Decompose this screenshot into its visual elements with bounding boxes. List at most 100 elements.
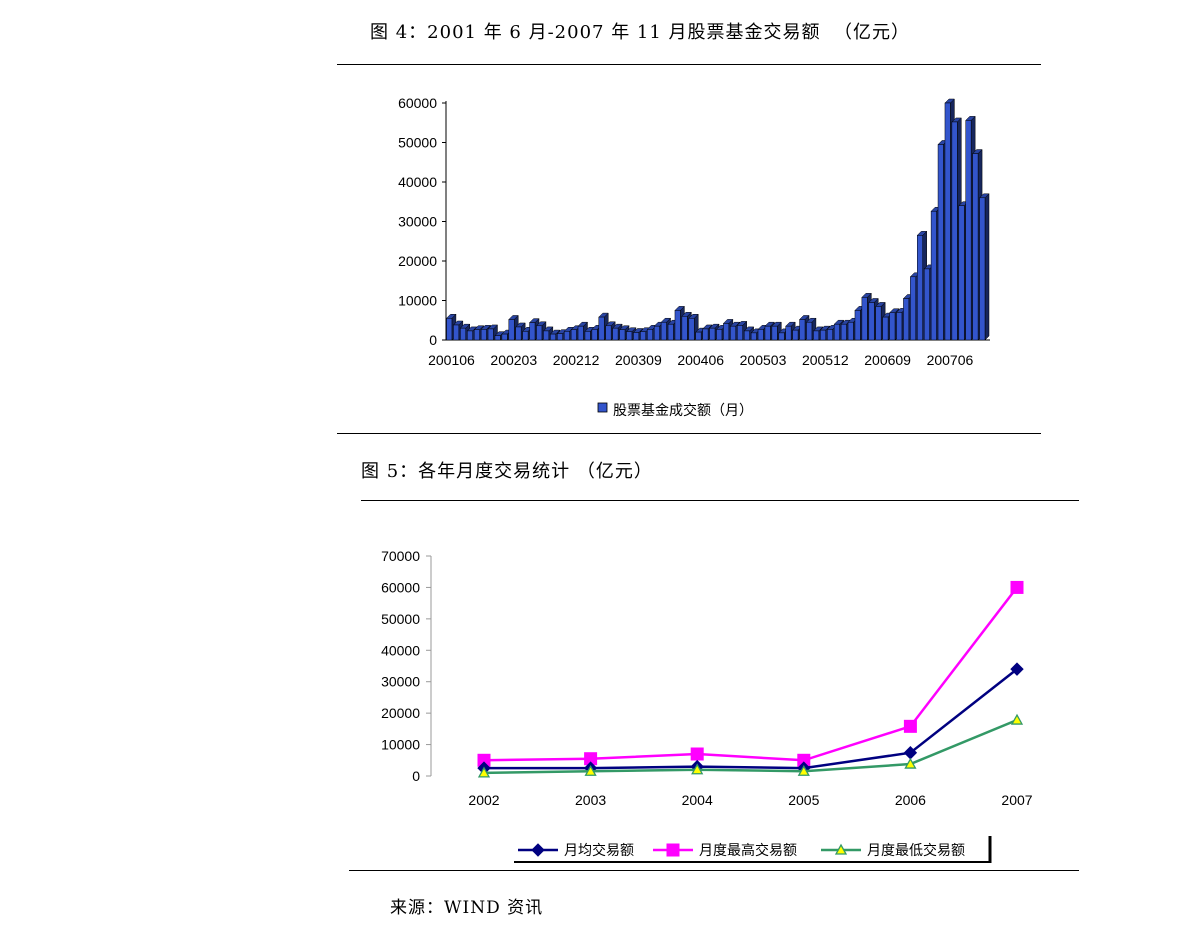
line-x-tick-label: 2004 xyxy=(682,792,713,808)
bar-y-tick-label: 30000 xyxy=(398,214,437,230)
bar xyxy=(813,330,820,341)
bar xyxy=(917,235,923,341)
bar xyxy=(764,325,771,341)
figure4-caption: 图 4：2001 年 6 月-2007 年 11 月股票基金交易额 （亿元） xyxy=(370,22,911,43)
diamond-marker xyxy=(1010,662,1024,676)
bar xyxy=(536,325,543,341)
figure5-bottom-rule xyxy=(349,870,1079,871)
bar xyxy=(494,335,501,341)
bar xyxy=(647,329,653,341)
bar xyxy=(979,197,986,341)
bar xyxy=(827,329,833,341)
bar xyxy=(833,323,840,341)
line-y-tick-label: 60000 xyxy=(381,579,420,595)
bar xyxy=(785,325,792,341)
bar-x-tick-label: 200503 xyxy=(740,352,787,368)
series-line xyxy=(483,586,1018,762)
triangle-marker xyxy=(477,766,491,778)
bar xyxy=(799,319,806,341)
bar xyxy=(937,144,944,341)
bar xyxy=(508,319,515,341)
figure5-line-chart: 0 10000 20000 30000 40000 50000 60000 70000 2002… xyxy=(381,548,1033,863)
figure5-top-rule xyxy=(361,500,1079,501)
line-x-tick-label: 2002 xyxy=(468,792,499,808)
triangle-marker xyxy=(904,757,917,769)
line-y-tick-label: 30000 xyxy=(381,674,420,690)
bar xyxy=(771,325,778,341)
diamond-marker xyxy=(531,843,545,857)
bar-y-tick-label: 20000 xyxy=(398,253,437,269)
line-y-tick-label: 20000 xyxy=(381,705,420,721)
bar xyxy=(702,328,709,341)
bar xyxy=(806,321,813,341)
figure4-top-rule xyxy=(337,64,1041,65)
bar xyxy=(619,329,626,341)
legend-label: 月度最高交易额 xyxy=(699,842,797,859)
bar xyxy=(653,325,660,341)
bar-x-tick-label: 200406 xyxy=(677,352,724,368)
triangle-marker xyxy=(584,764,597,776)
bar xyxy=(709,327,716,341)
bar xyxy=(840,323,847,341)
bar xyxy=(889,312,896,341)
bar xyxy=(792,329,799,341)
bar-side xyxy=(984,193,990,341)
line-x-tick-label: 2003 xyxy=(575,792,606,808)
bar xyxy=(453,324,460,341)
bar xyxy=(868,302,875,341)
bar-x-tick-label: 200609 xyxy=(864,352,911,368)
bar xyxy=(570,329,577,341)
legend-label: 月均交易额 xyxy=(564,842,634,859)
bar-x-tick-label: 200309 xyxy=(615,352,662,368)
bar xyxy=(688,318,695,341)
bar xyxy=(563,331,570,341)
square-marker xyxy=(690,747,704,761)
bar xyxy=(757,329,764,341)
bar xyxy=(847,321,854,341)
bar xyxy=(923,268,930,341)
bar-x-tick-label: 200203 xyxy=(490,352,537,368)
source-note: 来源：WIND 资讯 xyxy=(390,898,544,918)
bar xyxy=(605,325,612,341)
bar xyxy=(529,322,536,341)
line-x-tick-label: 2005 xyxy=(788,792,819,808)
bar xyxy=(944,102,951,341)
line-y-tick-label: 70000 xyxy=(381,548,420,564)
bar xyxy=(695,331,702,341)
bar-x-tick-label: 200512 xyxy=(802,352,849,368)
bar xyxy=(660,321,667,341)
bar xyxy=(543,330,550,341)
line-legend: 月均交易额 月度最高交易额 月度最低交易额 xyxy=(514,836,992,863)
bar xyxy=(875,306,882,341)
bar xyxy=(903,298,910,341)
line-y-tick-label: 40000 xyxy=(381,642,420,658)
bar xyxy=(820,329,827,341)
bar xyxy=(473,329,480,341)
bar xyxy=(958,205,965,341)
legend-label: 月度最低交易额 xyxy=(867,842,965,859)
series-line xyxy=(484,668,1018,770)
bar xyxy=(467,330,473,341)
bar-y-tick-label: 10000 xyxy=(398,293,437,309)
bar xyxy=(598,316,605,341)
bar xyxy=(930,210,937,341)
bar xyxy=(681,316,688,341)
bar xyxy=(737,325,743,341)
bar xyxy=(854,310,861,341)
bar xyxy=(896,312,903,341)
bar-y-tick-label: 0 xyxy=(429,332,437,348)
triangle-marker xyxy=(1010,713,1024,725)
bar xyxy=(577,325,584,341)
bar xyxy=(972,153,979,341)
bar-y-tick-label: 40000 xyxy=(398,174,437,190)
bar xyxy=(951,121,958,341)
bar-x-tick-label: 200706 xyxy=(927,352,974,368)
bar xyxy=(487,328,494,341)
triangle-marker xyxy=(691,763,704,775)
bar xyxy=(446,318,453,341)
bar xyxy=(501,333,508,341)
bar xyxy=(633,332,640,341)
square-marker xyxy=(903,719,917,733)
figure5-caption: 图 5：各年月度交易统计 （亿元） xyxy=(361,461,653,482)
line-x-tick-label: 2007 xyxy=(1001,792,1032,808)
